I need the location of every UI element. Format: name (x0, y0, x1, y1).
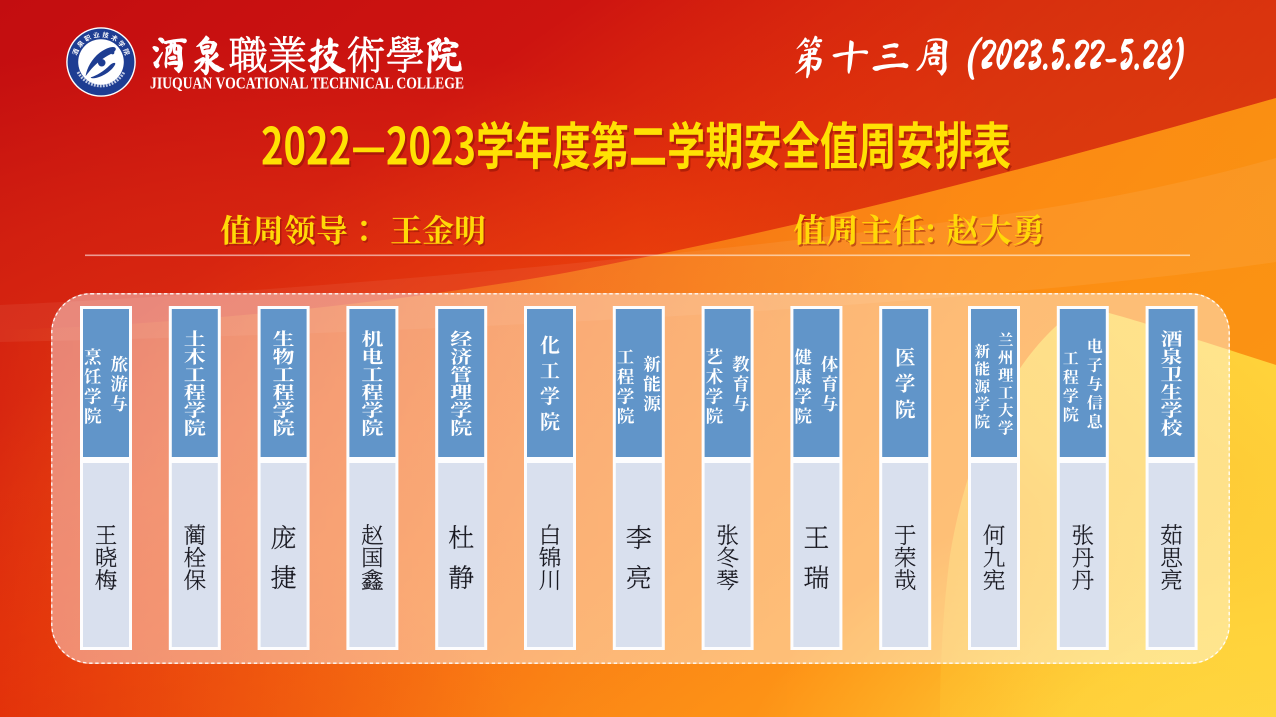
svg-text:JIUQUAN VOCATIONAL TECHNICAL C: JIUQUAN VOCATIONAL TECHNICAL COLLEGE (150, 74, 464, 93)
